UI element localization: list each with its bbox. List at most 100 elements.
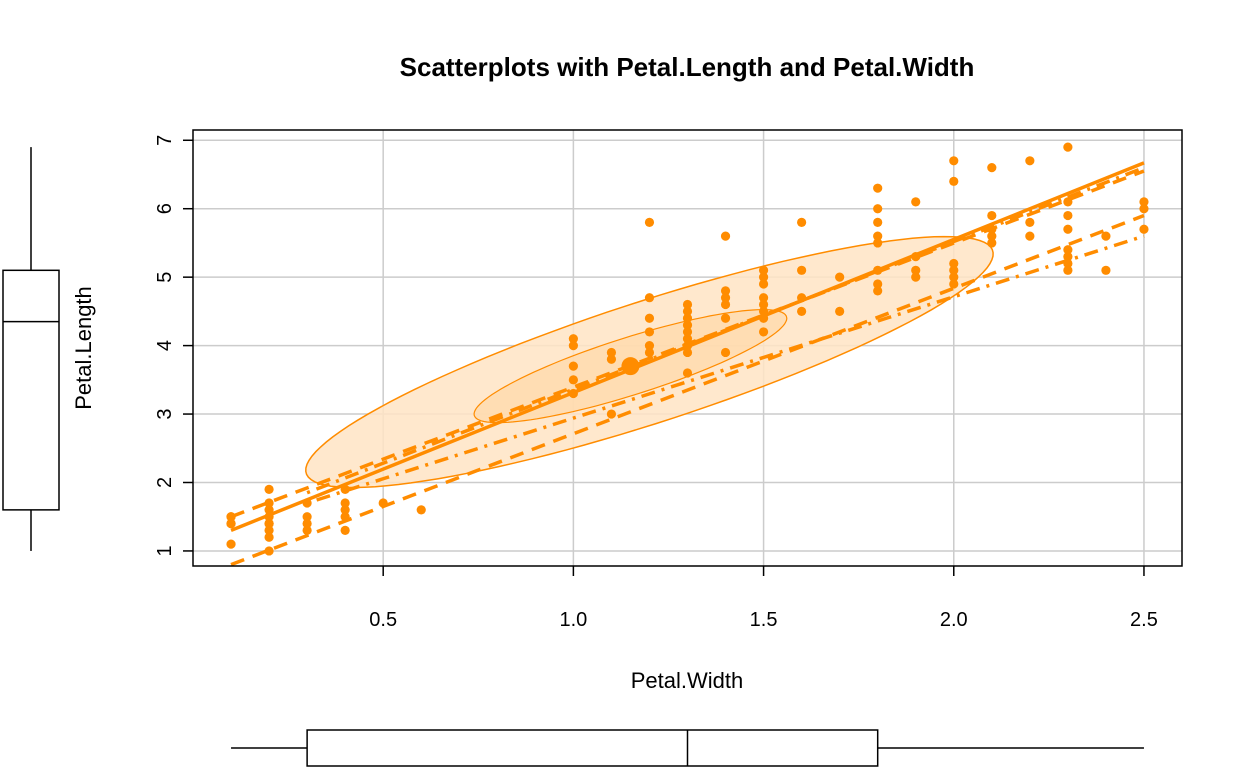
data-point: [873, 231, 883, 241]
x-tick-label: 1.0: [559, 609, 587, 631]
data-point: [302, 498, 312, 508]
data-point: [226, 518, 236, 529]
data-point: [873, 286, 883, 296]
y-tick-label: 3: [154, 408, 176, 419]
data-point: [644, 293, 655, 303]
data-point: [797, 306, 807, 316]
data-point: [720, 286, 731, 296]
data-point: [1025, 217, 1035, 228]
regression-line-dashed: [230, 213, 1145, 566]
data-point: [758, 327, 769, 337]
data-point: [949, 176, 959, 186]
data-point: [264, 518, 274, 529]
data-point: [873, 183, 883, 193]
data-points: [226, 142, 1149, 556]
data-point: [758, 293, 769, 303]
data-point: [682, 327, 693, 337]
data-point: [987, 163, 997, 173]
data-point: [797, 217, 807, 228]
data-point: [264, 484, 274, 494]
data-point: [873, 204, 883, 214]
data-point: [682, 306, 693, 316]
data-point: [1063, 252, 1073, 262]
data-point: [606, 409, 617, 419]
data-point: [873, 217, 883, 228]
data-point: [758, 279, 769, 289]
data-point: [720, 299, 731, 310]
data-point: [911, 197, 921, 207]
data-point: [682, 347, 693, 358]
data-point: [758, 265, 769, 275]
plot-frame: [192, 129, 1183, 567]
data-point: [987, 238, 997, 248]
data-point: [568, 388, 578, 399]
data-point: [1139, 197, 1149, 207]
centroid-point: [621, 357, 640, 376]
data-point: [340, 505, 350, 515]
x-tick-label: 1.5: [750, 609, 778, 631]
data-point: [758, 313, 769, 323]
y-tick-label: 4: [154, 340, 176, 351]
data-point: [1139, 224, 1149, 234]
data-point: [949, 272, 959, 282]
boxplot-y-box: [2, 269, 60, 511]
data-point: [568, 341, 578, 351]
x-axis-label: Petal.Width: [631, 668, 744, 693]
y-tick-label: 2: [154, 477, 176, 488]
data-point: [1063, 258, 1073, 269]
data-point: [835, 272, 845, 282]
data-point: [302, 525, 312, 536]
data-point: [1063, 210, 1073, 221]
x-tick-label: 2.5: [1130, 609, 1158, 631]
data-point: [797, 293, 807, 303]
data-point: [835, 306, 845, 316]
data-point: [682, 368, 693, 378]
y-axis: 1 2 3 4 5 6 7: [154, 135, 193, 557]
data-point: [949, 156, 959, 166]
regression-line-dotdash: [306, 166, 1145, 495]
data-point: [873, 238, 883, 248]
data-point: [949, 258, 959, 269]
data-point: [720, 231, 731, 241]
data-point: [416, 505, 426, 515]
data-point: [340, 498, 350, 508]
data-point: [949, 279, 959, 289]
data-point: [873, 279, 883, 289]
data-point: [720, 347, 731, 358]
y-tick-label: 1: [154, 545, 176, 556]
data-point: [987, 210, 997, 221]
data-point: [264, 525, 274, 536]
data-point: [644, 341, 655, 351]
data-point: [1063, 265, 1073, 275]
data-point: [644, 313, 655, 323]
data-point: [987, 231, 997, 241]
y-tick-label: 5: [154, 272, 176, 283]
data-point: [720, 293, 731, 303]
y-tick-label: 6: [154, 203, 176, 214]
data-point: [758, 306, 769, 316]
data-point: [1063, 197, 1073, 207]
data-point: [1025, 156, 1035, 166]
data-point: [340, 484, 350, 494]
data-point: [911, 265, 921, 275]
x-marginal-boxplot: [231, 729, 1144, 767]
data-point: [644, 347, 655, 358]
boxplot-x-box: [306, 729, 879, 767]
y-marginal-boxplot: [2, 147, 60, 551]
chart-title: Scatterplots with Petal.Length and Petal…: [400, 52, 975, 82]
data-point: [1101, 265, 1111, 275]
data-point: [1101, 231, 1111, 241]
data-point: [873, 265, 883, 275]
data-point: [797, 265, 807, 275]
data-point: [264, 546, 274, 556]
plot-area: [226, 142, 1149, 566]
data-point: [1139, 204, 1149, 214]
data-point: [340, 512, 350, 522]
data-point: [911, 252, 921, 262]
data-point: [682, 334, 693, 344]
data-point: [1063, 224, 1073, 234]
data-point: [758, 299, 769, 310]
data-point: [568, 375, 578, 385]
data-point: [302, 518, 312, 529]
data-point: [264, 532, 274, 542]
